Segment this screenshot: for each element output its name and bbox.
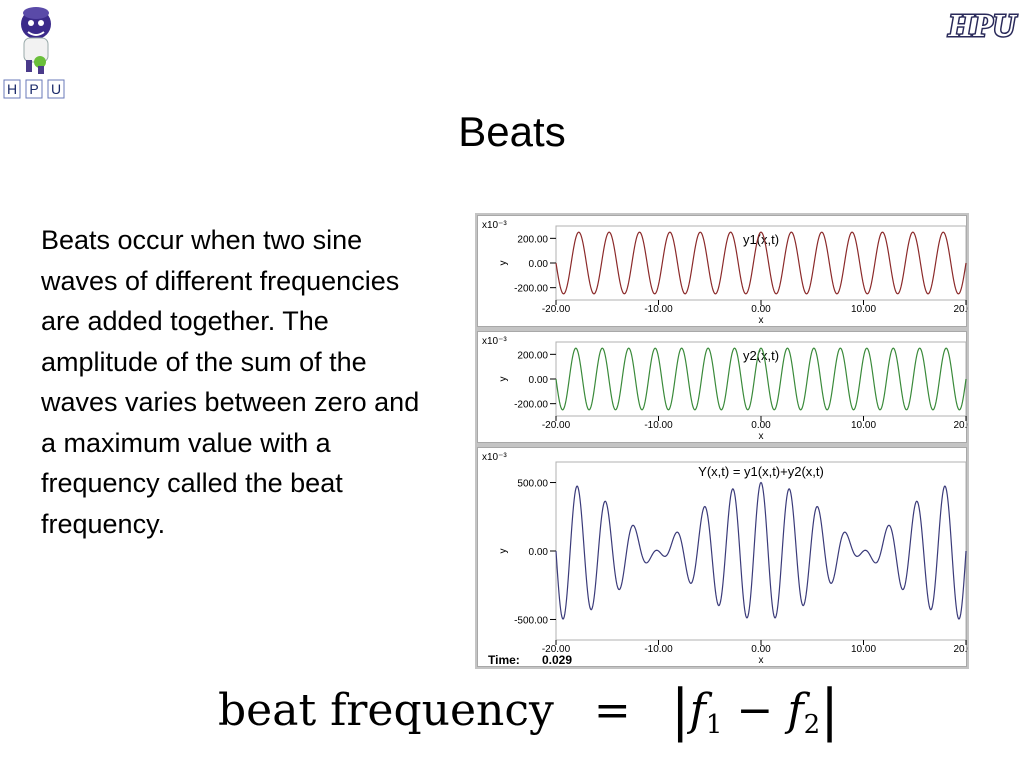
- y-tick-label: -500.00: [514, 615, 548, 626]
- x-tick-label: -10.00: [644, 304, 673, 315]
- hpu-wordmark-logo: HPU: [944, 2, 1020, 48]
- plot-title: Y(x,t) = y1(x,t)+y2(x,t): [698, 464, 824, 479]
- series-line: [555, 231, 967, 295]
- formula-sub2: 2: [803, 710, 821, 740]
- beats-simulation-panel: x10⁻³ 200.00 0.00 -200.00 y -20.00 -10.00 0.00 1…: [475, 213, 969, 669]
- sum-plot: x10⁻³ 500.00 0.00 -500.00 y -20.00 -10.00 0.00 1…: [482, 452, 968, 667]
- x-tick-label: 20.00: [953, 644, 968, 655]
- scale-note: x10⁻³: [482, 220, 507, 231]
- x-tick-label: -20.00: [542, 304, 571, 315]
- y-tick-label: 500.00: [517, 479, 548, 490]
- series-line: [555, 347, 967, 411]
- time-value: 0.029: [542, 653, 572, 667]
- y-tick-label: 0.00: [529, 259, 549, 270]
- x-tick-label: 0.00: [751, 420, 771, 431]
- plot-title: y1(x,t): [743, 232, 779, 247]
- sum-plot-panel: x10⁻³ 500.00 0.00 -500.00 y -20.00 -10.00 0.00 1…: [477, 447, 968, 667]
- x-tick-label: 0.00: [751, 644, 771, 655]
- x-tick-label: -10.00: [644, 644, 673, 655]
- x-tick-label: -10.00: [644, 420, 673, 431]
- formula-equals: =: [593, 685, 631, 736]
- slide-title: Beats: [458, 108, 566, 155]
- logo-letter-u: U: [51, 81, 61, 97]
- scale-note: x10⁻³: [482, 452, 507, 463]
- x-tick-label: 20.00: [953, 420, 968, 431]
- y2-plot-panel: x10⁻³ 200.00 0.00 -200.00 y -20.00 -10.00 0.00 1…: [477, 331, 968, 443]
- y-tick-label: 0.00: [529, 375, 549, 386]
- series-line: [555, 481, 967, 620]
- y-axis-label: y: [498, 261, 509, 266]
- x-axis-label: x: [759, 655, 764, 666]
- x-tick-label: -20.00: [542, 420, 571, 431]
- y-tick-label: -200.00: [514, 284, 548, 295]
- x-axis-label: x: [759, 431, 764, 442]
- logo-wordmark-text: HPU: [947, 7, 1017, 43]
- beat-frequency-formula: beat frequency = |f1 − f2|: [218, 676, 839, 746]
- y-tick-label: -200.00: [514, 400, 548, 411]
- y2-plot: x10⁻³ 200.00 0.00 -200.00 y -20.00 -10.00 0.00 1…: [482, 336, 968, 442]
- x-tick-label: 10.00: [851, 644, 876, 655]
- plot-area-frame: [555, 461, 967, 641]
- plot-title: y2(x,t): [743, 348, 779, 363]
- y-tick-label: 200.00: [517, 350, 548, 361]
- y-axis-label: y: [498, 549, 509, 554]
- y-axis-label: y: [498, 377, 509, 382]
- formula-abs-left: |: [670, 678, 690, 743]
- x-tick-label: 0.00: [751, 304, 771, 315]
- formula-f1: f: [689, 685, 706, 736]
- logo-letter-h: H: [7, 81, 17, 97]
- formula-f2: f: [787, 685, 804, 736]
- time-label: Time:: [488, 653, 520, 667]
- x-tick-label: 10.00: [851, 420, 876, 431]
- y1-plot-panel: x10⁻³ 200.00 0.00 -200.00 y -20.00 -10.00 0.00 1…: [477, 215, 968, 327]
- formula-minus: −: [736, 685, 774, 736]
- x-tick-label: -20.00: [542, 644, 571, 655]
- scale-note: x10⁻³: [482, 336, 507, 347]
- y-tick-label: 200.00: [517, 234, 548, 245]
- logo-letter-p: P: [29, 81, 38, 97]
- formula-lhs: beat frequency: [218, 685, 554, 736]
- x-tick-label: 20.00: [953, 304, 968, 315]
- formula-abs-right: |: [820, 678, 840, 743]
- hpu-mascot-logo: H P U: [2, 2, 72, 100]
- slide-body-text: Beats occur when two sine waves of diffe…: [41, 225, 420, 539]
- y1-plot: x10⁻³ 200.00 0.00 -200.00 y -20.00 -10.00 0.00 1…: [482, 220, 968, 326]
- y-tick-label: 0.00: [529, 547, 549, 558]
- x-tick-label: 10.00: [851, 304, 876, 315]
- x-axis-label: x: [759, 315, 764, 326]
- formula-sub1: 1: [705, 710, 723, 740]
